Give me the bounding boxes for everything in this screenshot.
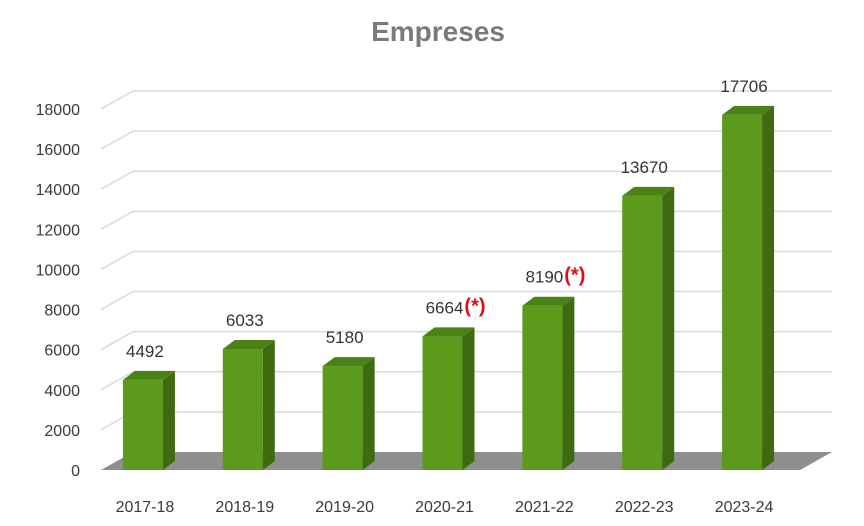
bar-front [422, 336, 463, 470]
bar-side [762, 105, 775, 470]
bar-front [322, 366, 363, 470]
y-tick-label: 10000 [36, 262, 81, 279]
gridline-diagonal [100, 90, 134, 110]
bar [522, 296, 575, 470]
y-tick-label: 14000 [36, 182, 81, 199]
y-tick-label: 18000 [36, 102, 81, 119]
data-label: 5180 [326, 328, 364, 347]
x-tick-label: 2023-24 [715, 499, 774, 516]
y-tick-label: 16000 [36, 142, 81, 159]
bars [122, 105, 775, 470]
x-tick-label: 2017-18 [116, 499, 175, 516]
chart-title: Empreses [371, 16, 505, 47]
bar-top [222, 340, 275, 350]
bar-front [522, 305, 563, 470]
data-label: 6664 [426, 298, 464, 317]
data-label: 13670 [621, 158, 668, 177]
x-tick-label: 2020-21 [415, 499, 474, 516]
y-tick-label: 12000 [36, 222, 81, 239]
bar [622, 186, 675, 470]
data-label: 4492 [126, 342, 164, 361]
y-tick-label: 8000 [44, 303, 80, 320]
bar [422, 327, 475, 470]
gridline-diagonal [100, 290, 134, 311]
bar-top [722, 105, 775, 115]
bar-side [162, 370, 175, 470]
bar-top [322, 357, 375, 367]
bar-front [722, 114, 763, 470]
annotation-label: (*) [564, 265, 585, 287]
x-axis-ticks: 2017-18 2018-19 2019-20 2020-21 2021-22 2022-… [116, 499, 774, 516]
y-tick-label: 4000 [44, 383, 80, 400]
bar-front [122, 379, 163, 470]
bar-front [622, 195, 663, 470]
bar-front [222, 349, 263, 470]
gridline-diagonal [100, 371, 134, 391]
y-tick-label: 6000 [44, 343, 80, 360]
bar-side [262, 340, 275, 470]
gridlines [100, 90, 832, 431]
data-label: 6033 [226, 311, 264, 330]
data-label: 17706 [720, 77, 767, 96]
y-axis-ticks: 0 2000 4000 6000 8000 10000 12000 14000 16000 180… [36, 102, 81, 480]
x-tick-label: 2018-19 [215, 499, 274, 516]
bar [322, 357, 375, 470]
bar-side [462, 327, 475, 470]
bar-top [122, 370, 175, 380]
bar-side [562, 296, 575, 470]
bar [122, 370, 175, 470]
bar [222, 340, 275, 470]
bar [722, 105, 775, 470]
gridline-diagonal [100, 170, 134, 190]
y-tick-label: 2000 [44, 423, 80, 440]
gridline-diagonal [100, 250, 134, 271]
bar-top [422, 327, 475, 337]
bar-side [662, 186, 675, 470]
x-tick-label: 2022-23 [615, 499, 674, 516]
bar-top [522, 296, 575, 306]
bar-top [622, 186, 675, 196]
data-label: 8190 [525, 268, 563, 287]
gridline-diagonal [100, 130, 134, 150]
x-tick-label: 2021-22 [515, 499, 574, 516]
bar-side [362, 357, 375, 470]
y-tick-label: 0 [71, 463, 80, 480]
x-tick-label: 2019-20 [315, 499, 374, 516]
gridline-diagonal [100, 331, 134, 351]
annotation-label: (*) [464, 295, 485, 317]
gridline-diagonal [100, 210, 134, 230]
